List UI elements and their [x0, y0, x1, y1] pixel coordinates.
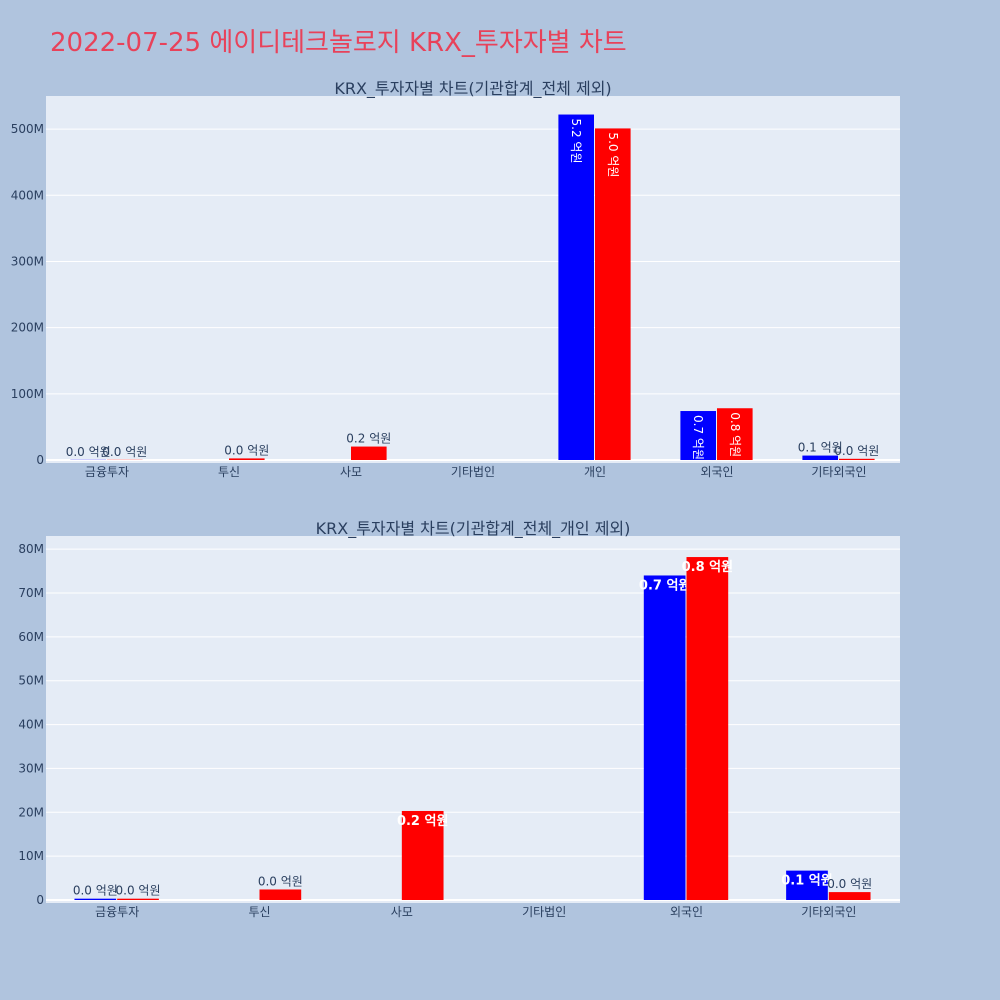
- x-tick-label: 사모: [391, 905, 413, 919]
- y-tick-label: 300M: [11, 254, 44, 268]
- y-tick-label: 20M: [18, 805, 44, 819]
- bar: [828, 892, 871, 900]
- y-tick-label: 70M: [18, 586, 44, 600]
- data-label: 0.0 억원: [834, 444, 879, 458]
- bar: [802, 455, 838, 460]
- x-tick-label: 외국인: [700, 465, 733, 479]
- data-label: 0.1 억원: [798, 441, 843, 455]
- data-label: 0.7 억원: [691, 415, 705, 460]
- data-label: 0.8 억원: [728, 412, 742, 457]
- data-label: 0.0 억원: [66, 445, 111, 459]
- bar: [680, 411, 716, 460]
- y-tick-label: 200M: [11, 321, 44, 335]
- y-tick-label: 400M: [11, 188, 44, 202]
- data-label: 0.0 억원: [258, 874, 303, 888]
- data-label: 5.2 억원: [569, 119, 583, 164]
- y-tick-label: 100M: [11, 387, 44, 401]
- y-tick-label: 30M: [18, 761, 44, 775]
- x-tick-label: 기타법인: [451, 465, 495, 479]
- bar: [558, 114, 594, 460]
- x-tick-label: 금융투자: [95, 905, 139, 919]
- page-title: 2022-07-25 에이디테크놀로지 KRX_투자자별 차트: [50, 28, 627, 58]
- y-tick-label: 0: [36, 453, 44, 467]
- chart-title-1: KRX_투자자별 차트(기관합계_전체 제외): [334, 79, 611, 99]
- y-tick-label: 0: [36, 893, 44, 907]
- y-tick-label: 60M: [18, 630, 44, 644]
- y-tick-label: 40M: [18, 718, 44, 732]
- x-tick-label: 기타외국인: [811, 465, 866, 479]
- bar: [686, 557, 729, 900]
- x-tick-label: 투신: [218, 465, 240, 479]
- x-tick-label: 외국인: [670, 905, 703, 919]
- y-tick-label: 80M: [18, 542, 44, 556]
- x-tick-label: 금융투자: [85, 465, 129, 479]
- x-tick-label: 기타외국인: [801, 905, 856, 919]
- bar: [643, 575, 686, 900]
- bar: [117, 898, 159, 900]
- chart-title-2: KRX_투자자별 차트(기관합계_전체_개인 제외): [316, 519, 631, 539]
- plot-area-2: [46, 536, 900, 903]
- bar: [595, 128, 631, 461]
- data-label: 0.7 억원: [639, 578, 690, 593]
- bar: [786, 870, 828, 900]
- data-label: 0.2 억원: [346, 432, 391, 446]
- data-label: 5.0 억원: [606, 132, 620, 177]
- y-tick-label: 50M: [18, 674, 44, 688]
- data-label: 0.1 억원: [781, 874, 832, 889]
- bar: [74, 898, 117, 900]
- x-tick-label: 투신: [248, 905, 270, 919]
- data-label: 0.0 억원: [827, 877, 872, 891]
- y-tick-label: 10M: [18, 849, 44, 863]
- data-label: 0.0 억원: [102, 445, 147, 459]
- x-tick-label: 사모: [340, 465, 362, 479]
- bar: [401, 810, 444, 900]
- bar: [717, 408, 753, 460]
- data-label: 0.0 억원: [116, 884, 161, 898]
- x-tick-label: 기타법인: [522, 905, 566, 919]
- data-label: 0.0 억원: [73, 884, 118, 898]
- data-label: 0.2 억원: [397, 814, 448, 829]
- bar: [259, 889, 302, 900]
- bar: [229, 458, 265, 460]
- data-label: 0.0 억원: [224, 443, 269, 457]
- data-label: 0.8 억원: [682, 560, 733, 575]
- x-tick-label: 개인: [584, 465, 606, 479]
- y-tick-label: 500M: [11, 122, 44, 136]
- bar: [351, 446, 387, 460]
- bar: [839, 458, 875, 460]
- plot-area-1: [46, 96, 900, 463]
